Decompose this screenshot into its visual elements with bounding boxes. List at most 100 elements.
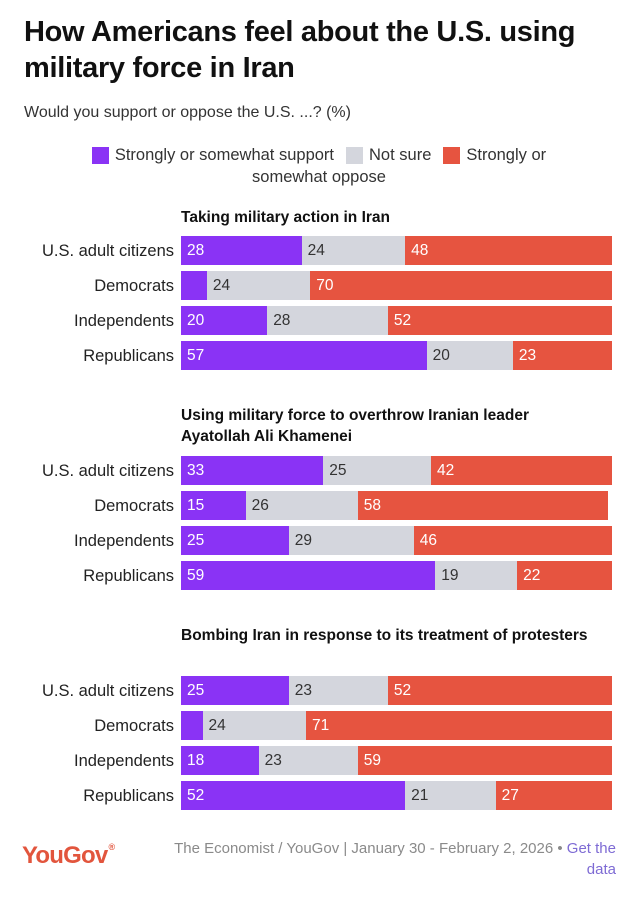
data-label: 58 [363, 497, 381, 514]
data-label: 33 [187, 462, 205, 479]
bar-segment-support: 20 [181, 306, 268, 335]
bar-segment-support: 33 [181, 456, 324, 485]
bar-segment-support: 25 [181, 676, 289, 705]
data-label: 22 [523, 567, 541, 584]
group-label: Democrats [94, 277, 174, 295]
legend-swatch-oppose [443, 146, 461, 164]
data-label: 19 [441, 567, 459, 584]
legend: Strongly or somewhat support Not sure St… [24, 144, 614, 188]
bar-segment-support: 15 [181, 491, 246, 520]
bar-segment-oppose: 52 [387, 306, 612, 335]
group-label: U.S. adult citizens [41, 682, 174, 700]
data-label: 57 [187, 347, 205, 364]
data-label: 28 [273, 312, 291, 329]
bar-segment-not-sure: 24 [301, 236, 406, 265]
chart-subtitle: Would you support or oppose the U.S. ...… [24, 104, 351, 121]
bar-segment-not-sure: 20 [426, 341, 513, 370]
group-label: Democrats [94, 717, 174, 735]
group-label: Republicans [83, 347, 174, 365]
legend-swatch-not-sure [346, 146, 364, 164]
data-label: 27 [501, 787, 519, 804]
data-label: 15 [187, 497, 205, 514]
data-label: 21 [411, 787, 429, 804]
data-label: 48 [411, 242, 429, 259]
panel-title: Taking military action in Iran [181, 209, 391, 226]
data-label: 18 [187, 752, 205, 769]
bar-segment-support: 59 [181, 561, 436, 590]
bar-segment-support: 18 [181, 746, 259, 775]
data-label: 26 [251, 497, 269, 514]
data-label: 46 [419, 532, 437, 549]
legend-label-oppose-line2: somewhat oppose [252, 168, 386, 186]
group-label: Republicans [83, 567, 174, 585]
data-label: 25 [187, 532, 205, 549]
bar-segment-not-sure: 24 [202, 711, 306, 740]
legend-item-support: Strongly or somewhat support [91, 145, 335, 165]
data-label: 24 [307, 242, 325, 259]
group-label: U.S. adult citizens [41, 242, 174, 260]
group-label: Independents [73, 752, 174, 770]
get-data-link[interactable]: Get the data [566, 840, 616, 878]
data-label: 25 [187, 682, 205, 699]
data-label: 24 [208, 717, 226, 734]
legend-swatch-support [91, 146, 109, 164]
data-label: 28 [187, 242, 205, 259]
bar-segment-not-sure: 24 [206, 271, 311, 300]
bar-segment-not-sure: 25 [323, 456, 431, 485]
data-label: 52 [393, 682, 412, 699]
data-label: 23 [294, 682, 312, 699]
bar-segment-oppose: 59 [357, 746, 612, 775]
legend-item-oppose: Strongly or [443, 146, 546, 165]
legend-label-support: Strongly or somewhat support [114, 145, 335, 164]
bar-segment-oppose: 23 [512, 341, 612, 370]
legend-item-not-sure: Not sure [346, 146, 431, 165]
group-label: Independents [73, 532, 174, 550]
bar-segment-support: 25 [181, 526, 289, 555]
data-label: 23 [264, 752, 282, 769]
group-label: U.S. adult citizens [41, 462, 174, 480]
data-label: 20 [432, 347, 450, 364]
data-label: 42 [436, 462, 455, 479]
legend-label-oppose-line1: Strongly or [466, 145, 547, 164]
bar-segment-support: 28 [181, 236, 302, 265]
bar-segment-support [181, 271, 207, 300]
logo-text: YouGov [22, 842, 108, 869]
data-label: 52 [187, 787, 205, 804]
bar-segment-not-sure: 21 [405, 781, 496, 810]
bar-segment-not-sure: 23 [288, 676, 388, 705]
group-label: Democrats [94, 497, 174, 515]
bar-segment-oppose: 27 [495, 781, 612, 810]
data-label: 29 [294, 532, 312, 549]
bar-segment-oppose: 46 [413, 526, 612, 555]
bar-segment-not-sure: 28 [267, 306, 388, 335]
bar-segment-support: 57 [181, 341, 427, 370]
data-label: 59 [187, 567, 205, 584]
bar-segment-not-sure: 23 [258, 746, 358, 775]
bar-segment-oppose: 58 [357, 491, 608, 520]
source-note: The Economist / YouGov | January 30 - Fe… [150, 838, 616, 880]
bar-segment-not-sure: 19 [435, 561, 518, 590]
data-label: 59 [363, 752, 381, 769]
data-label: 71 [311, 717, 330, 734]
bar-segment-oppose: 70 [310, 271, 612, 300]
bar-segment-not-sure: 26 [245, 491, 358, 520]
data-label: 52 [393, 312, 412, 329]
bar-segment-oppose: 42 [430, 456, 612, 485]
group-label: Independents [73, 312, 174, 330]
bar-segment-oppose: 52 [387, 676, 612, 705]
data-label: 24 [212, 277, 231, 294]
data-label: 23 [518, 347, 537, 364]
data-label: 25 [329, 462, 347, 479]
bar-segment-support: 52 [181, 781, 406, 810]
data-label: 20 [187, 312, 205, 329]
legend-label-not-sure: Not sure [369, 145, 432, 164]
chart-title: How Americans feel about the U.S. using … [24, 16, 576, 84]
bar-segment-not-sure: 29 [288, 526, 414, 555]
bar-segment-oppose: 48 [405, 236, 612, 265]
data-label: 70 [316, 277, 334, 294]
yougov-logo: YouGov® [22, 842, 115, 869]
source-text: The Economist / YouGov | January 30 - Fe… [174, 840, 567, 857]
group-label: Republicans [83, 787, 174, 805]
panel-title: Using military force to overthrow Irania… [181, 407, 529, 445]
bar-segment-support [181, 711, 203, 740]
